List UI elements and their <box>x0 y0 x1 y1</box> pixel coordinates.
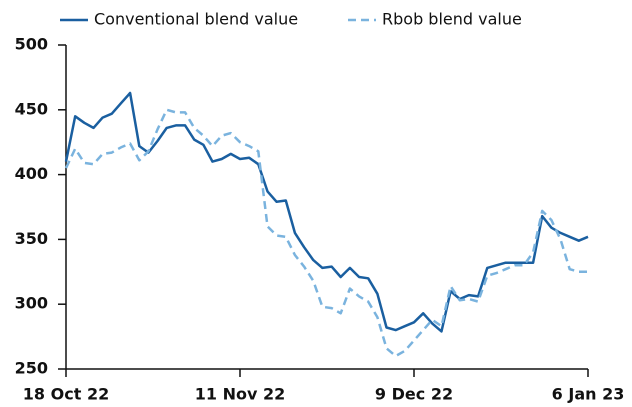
legend-label: Conventional blend value <box>94 10 298 29</box>
y-tick-label: 450 <box>15 99 48 118</box>
y-tick-label: 400 <box>15 164 48 183</box>
x-tick-label: 18 Oct 22 <box>23 385 109 404</box>
y-tick-label: 300 <box>15 294 48 313</box>
y-tick-label: 350 <box>15 229 48 248</box>
x-tick-label: 11 Nov 22 <box>195 385 285 404</box>
series-line <box>64 91 589 333</box>
y-tick-label: 250 <box>15 359 48 378</box>
series-line <box>64 108 588 358</box>
x-tick-label: 9 Dec 22 <box>375 385 453 404</box>
legend-label: Rbob blend value <box>382 10 522 29</box>
y-tick-label: 500 <box>15 35 48 54</box>
x-tick-label: 6 Jan 23 <box>552 385 625 404</box>
